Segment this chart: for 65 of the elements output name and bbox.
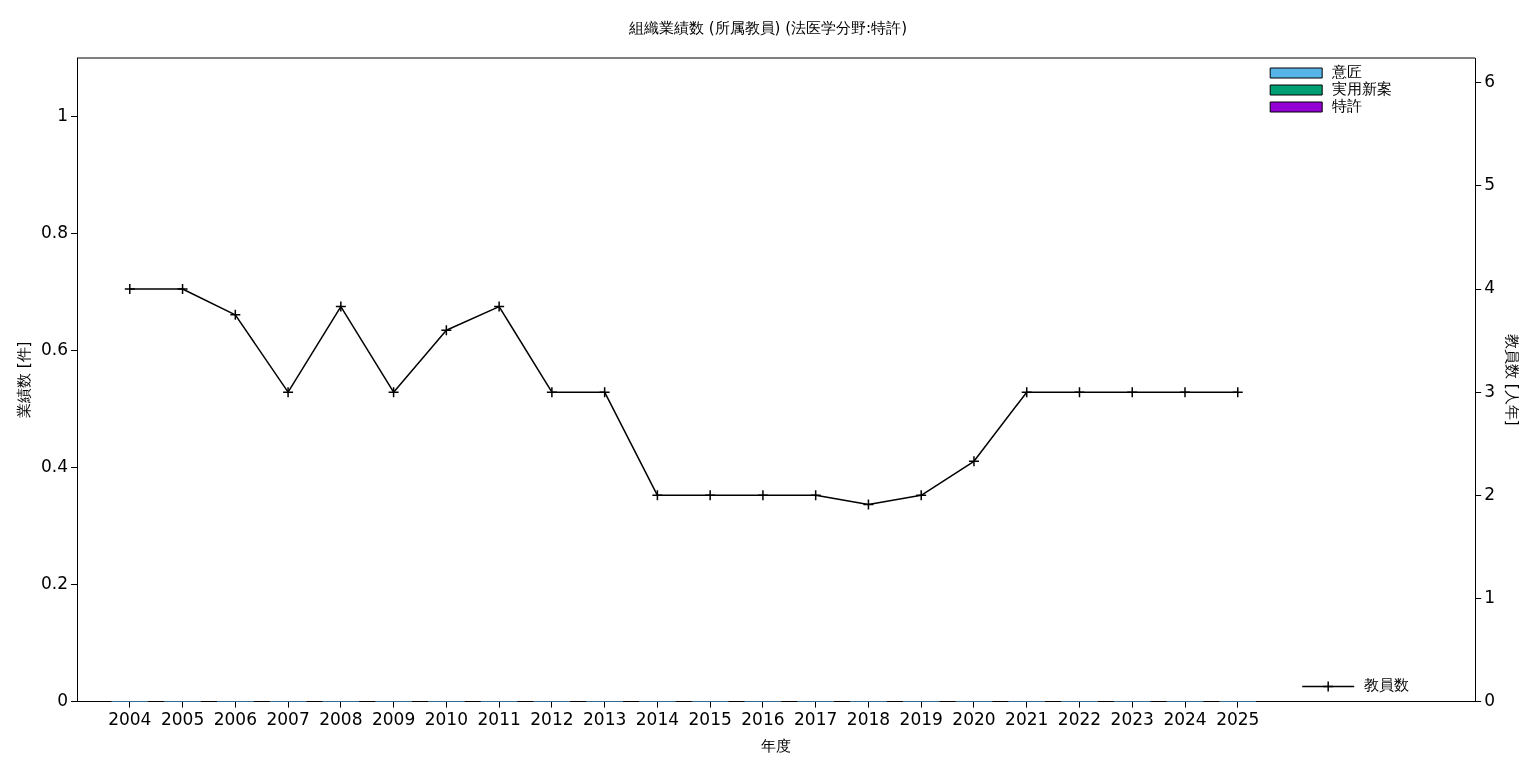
point bbox=[493, 300, 505, 313]
point bbox=[229, 309, 242, 321]
y2-tick-label: 2 bbox=[1484, 483, 1496, 504]
point bbox=[176, 283, 189, 295]
x-tick-label: 2014 bbox=[635, 709, 680, 730]
legend-label: 実用新案 bbox=[1332, 79, 1393, 98]
x-tick-label: 2004 bbox=[108, 709, 152, 730]
y2-tick-label: 1 bbox=[1484, 586, 1496, 607]
x-tick-label: 2015 bbox=[688, 709, 732, 730]
point bbox=[862, 498, 875, 511]
point bbox=[546, 386, 558, 398]
x-tick-label: 2012 bbox=[530, 709, 574, 730]
point bbox=[440, 324, 453, 337]
y2-tick-label: 6 bbox=[1484, 71, 1496, 92]
point bbox=[1126, 386, 1138, 398]
point bbox=[704, 489, 716, 502]
x-tick-label: 2007 bbox=[266, 709, 310, 730]
x-tick-label: 2019 bbox=[899, 709, 943, 730]
point bbox=[124, 283, 136, 295]
point bbox=[651, 489, 664, 502]
point bbox=[335, 300, 347, 313]
legend-label: 教員数 bbox=[1364, 676, 1410, 695]
point bbox=[968, 455, 980, 468]
point bbox=[809, 489, 822, 502]
x-tick-label: 2017 bbox=[794, 709, 838, 730]
x-tick-label: 2009 bbox=[371, 709, 416, 730]
point bbox=[282, 386, 294, 398]
y-tick-label: 1 bbox=[57, 104, 69, 125]
x-tick-label: 2022 bbox=[1057, 709, 1102, 730]
x-tick-label: 2023 bbox=[1110, 709, 1154, 730]
x-tick-label: 2016 bbox=[741, 709, 785, 730]
x-tick-label: 2025 bbox=[1216, 709, 1260, 730]
y-tick-label: 0 bbox=[57, 690, 69, 711]
x-tick-label: 2013 bbox=[583, 709, 627, 730]
x-tick-label: 2008 bbox=[319, 709, 363, 730]
y2-tick-label: 5 bbox=[1484, 174, 1496, 195]
point bbox=[757, 489, 769, 502]
legend-label: 特許 bbox=[1332, 96, 1363, 115]
y-tick-label: 0.8 bbox=[40, 221, 69, 242]
x-tick-label: 2010 bbox=[424, 709, 468, 730]
x-tick-label: 2018 bbox=[846, 709, 891, 730]
y2-tick-label: 3 bbox=[1484, 380, 1496, 401]
y2-tick-label: 4 bbox=[1484, 277, 1496, 298]
point bbox=[915, 489, 927, 502]
chart-title: 組織業績数 (所属教員) (法医学分野:特許) bbox=[628, 18, 907, 37]
point bbox=[1232, 386, 1244, 398]
x-tick-label: 2020 bbox=[952, 709, 996, 730]
y-tick-label: 0.2 bbox=[40, 573, 69, 593]
point bbox=[387, 386, 400, 398]
y-tick-label: 0.6 bbox=[40, 338, 69, 359]
point bbox=[1073, 386, 1086, 398]
point bbox=[598, 386, 611, 398]
point bbox=[1179, 386, 1191, 398]
x-axis-title: 年度 bbox=[761, 736, 792, 755]
x-tick-label: 2011 bbox=[477, 709, 521, 730]
y2-axis-title: 教員数 [人年] bbox=[1503, 334, 1522, 426]
point bbox=[1020, 386, 1033, 398]
y2-tick-label: 0 bbox=[1484, 690, 1496, 711]
x-tick-label: 2024 bbox=[1163, 709, 1207, 730]
legend-label: 意匠 bbox=[1331, 62, 1363, 81]
x-tick-label: 2021 bbox=[1005, 709, 1049, 730]
x-tick-label: 2005 bbox=[160, 709, 205, 730]
x-tick-label: 2006 bbox=[213, 709, 257, 730]
y-tick-label: 0.4 bbox=[40, 455, 69, 476]
y-axis-title: 業績数 [件] bbox=[14, 341, 33, 419]
